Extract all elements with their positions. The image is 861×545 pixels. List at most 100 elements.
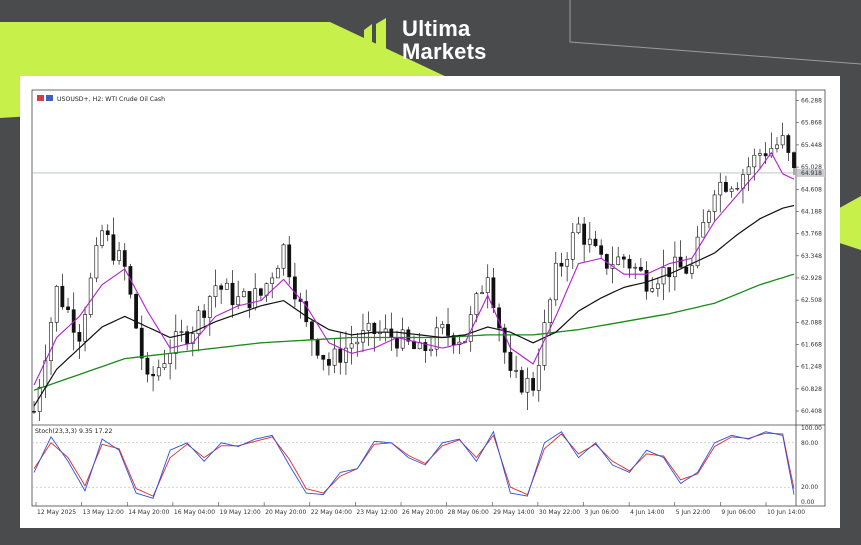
candle-body <box>638 266 643 271</box>
time-axis-label: 4 Jun 14:00 <box>630 509 664 516</box>
candle-body <box>576 223 581 234</box>
candle <box>735 182 740 191</box>
stoch-axis-label: 100.00 <box>801 425 822 432</box>
candle <box>758 148 762 170</box>
candle-body <box>236 296 241 306</box>
candle-body <box>77 332 82 342</box>
chart-bars-icon <box>46 95 53 101</box>
candle-body <box>111 234 116 261</box>
price-axis-label: 61.248 <box>801 364 822 371</box>
candle-body <box>32 411 36 413</box>
candle-body <box>49 322 53 362</box>
candle <box>792 151 796 176</box>
candle-body <box>570 232 575 260</box>
candle-body <box>292 276 297 300</box>
candle <box>134 292 138 330</box>
time-axis-label: 5 Jun 22:00 <box>676 509 710 516</box>
ultima-logo-icon <box>364 18 386 56</box>
candle-body <box>775 144 779 149</box>
stoch-axis-label: 20.00 <box>801 484 818 491</box>
candle-body <box>321 355 326 360</box>
candle-body <box>327 359 331 366</box>
candle-body <box>485 277 490 293</box>
candle-body <box>553 262 558 301</box>
price-axis-label: 63.348 <box>801 253 822 260</box>
candle-body <box>355 341 360 345</box>
candle <box>553 251 558 307</box>
candle <box>531 371 536 397</box>
brand-name-line2: Markets <box>402 39 487 64</box>
candle-body <box>718 182 723 196</box>
candle-body <box>678 256 683 268</box>
candle <box>49 317 53 376</box>
candle <box>230 270 235 318</box>
fast-ma-line <box>33 151 795 386</box>
candle-body <box>275 267 280 279</box>
candle-body <box>219 285 224 290</box>
candle <box>638 258 643 273</box>
candle <box>156 359 161 381</box>
candle-body <box>168 353 173 364</box>
candle <box>372 321 377 352</box>
candle <box>94 237 99 283</box>
candle <box>270 272 275 299</box>
long-ma-line <box>33 273 795 391</box>
stoch-axis-label: 80.00 <box>801 440 818 447</box>
candle-body <box>258 288 263 296</box>
candle-body <box>684 266 689 274</box>
candle <box>690 258 694 279</box>
candle-body <box>338 348 343 363</box>
candle-body <box>519 370 524 393</box>
candle-body <box>332 348 337 366</box>
candle-body <box>672 256 677 278</box>
candle-body <box>440 324 445 329</box>
candle <box>576 216 581 235</box>
candle <box>292 262 297 308</box>
candle <box>536 348 541 402</box>
price-axis-label: 63.768 <box>801 231 822 238</box>
candle-body <box>616 256 621 265</box>
candle-body <box>241 291 246 298</box>
candle-body <box>213 285 218 297</box>
candle-body <box>179 331 184 333</box>
candle <box>213 269 218 308</box>
candle-body <box>190 333 195 344</box>
candle-body <box>207 296 212 318</box>
candle <box>122 243 127 281</box>
candle-body <box>735 188 740 190</box>
candle <box>701 209 706 238</box>
candle <box>349 325 354 365</box>
candle <box>587 222 592 253</box>
candle <box>338 332 343 375</box>
candle <box>570 222 575 270</box>
candle <box>519 366 524 395</box>
candle <box>712 190 717 221</box>
candle-body <box>667 267 672 278</box>
symbol-label: USOUSD+, H2: WTI Crude Oil Cash <box>57 96 165 103</box>
candle <box>54 284 59 332</box>
candle-body <box>247 291 252 309</box>
candle <box>474 291 479 323</box>
candle-body <box>531 378 536 391</box>
candle <box>786 133 791 161</box>
candle <box>77 324 82 359</box>
candle-body <box>162 363 167 369</box>
time-axis-label: 22 May 04:00 <box>311 509 352 516</box>
candle <box>724 175 728 194</box>
candle-body <box>315 339 320 356</box>
candle-body <box>344 347 348 363</box>
candle <box>207 295 212 336</box>
candle-body <box>196 310 201 335</box>
candle-body <box>525 378 530 393</box>
candle <box>281 243 286 276</box>
candle-body <box>650 288 655 292</box>
candle-body <box>60 285 65 308</box>
candle-body <box>412 340 416 350</box>
candle-body <box>173 331 178 354</box>
candle-body <box>582 223 587 245</box>
candle-body <box>117 250 121 261</box>
candle-body <box>66 306 70 310</box>
candle-body <box>395 337 399 349</box>
candle-body <box>281 244 286 269</box>
candle <box>446 307 450 347</box>
